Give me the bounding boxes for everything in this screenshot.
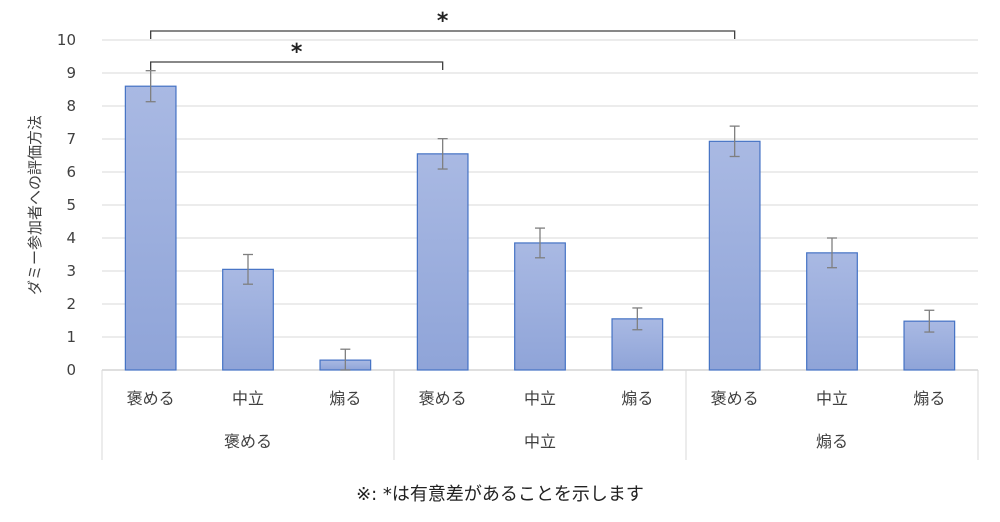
y-tick-label: 3: [66, 262, 76, 280]
bar: [708, 140, 761, 371]
category-label: 煽る: [913, 389, 945, 408]
y-tick-label: 1: [66, 328, 76, 346]
y-tick-label: 2: [66, 295, 76, 313]
significance-bracket: [150, 30, 736, 39]
category-label: 中立: [232, 389, 264, 408]
significance-marker: *: [437, 9, 449, 34]
y-axis-title: ダミー参加者への評価方法: [26, 115, 44, 295]
bar: [222, 268, 274, 371]
y-tick-label: 10: [57, 31, 76, 49]
group-label: 中立: [524, 432, 556, 451]
y-tick-label: 7: [66, 130, 76, 148]
footnote: ※: *は有意差があることを示します: [356, 484, 644, 505]
group-label: 褒める: [224, 432, 272, 451]
significance-bracket: [150, 61, 444, 70]
category-label: 中立: [524, 389, 556, 408]
y-tick-label: 5: [66, 196, 76, 214]
y-tick-label: 9: [66, 64, 76, 82]
y-tick-label: 8: [66, 97, 76, 115]
significance-marker: *: [291, 40, 303, 65]
bar: [514, 242, 566, 371]
category-label: 中立: [816, 389, 848, 408]
bar: [806, 252, 858, 371]
y-tick-label: 4: [66, 229, 76, 247]
category-label: 褒める: [419, 389, 467, 408]
category-label: 褒める: [127, 389, 175, 408]
bar: [124, 85, 177, 371]
bar: [416, 153, 469, 371]
category-label: 煽る: [621, 389, 653, 408]
category-label: 褒める: [711, 389, 759, 408]
y-tick-label: 6: [66, 163, 76, 181]
y-tick-label: 0: [66, 361, 76, 379]
group-label: 煽る: [816, 432, 848, 451]
category-label: 煽る: [329, 389, 361, 408]
